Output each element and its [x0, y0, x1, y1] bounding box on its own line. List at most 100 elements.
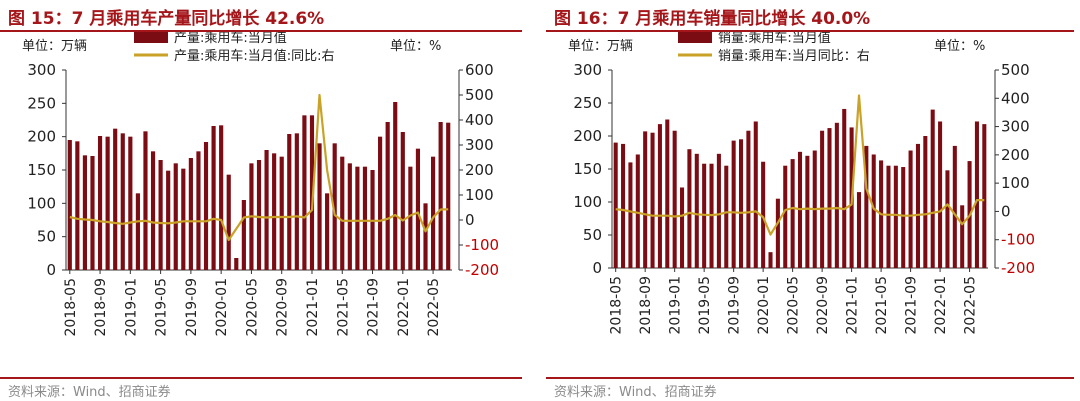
bar: [783, 165, 788, 268]
figure-15-bottom-rule: [0, 377, 522, 379]
x-tick-label: 2019-01: [668, 276, 684, 335]
bar: [173, 163, 178, 270]
left-unit-label: 单位：万辆: [22, 39, 87, 54]
left-tick-label: 150: [27, 161, 56, 179]
x-tick-label: 2018-05: [609, 276, 625, 335]
x-tick-label: 2020-05: [244, 278, 260, 337]
bar: [768, 252, 773, 268]
figure-15-source: 资料来源：Wind、招商证券: [8, 385, 171, 400]
bar: [317, 143, 322, 270]
figure-15-title-rule: [0, 30, 522, 32]
left-unit-label: 单位：万辆: [568, 39, 633, 54]
left-tick-label: 250: [573, 94, 602, 112]
bar: [264, 150, 269, 270]
legend-bar-label: 产量:乘用车:当月值: [174, 32, 287, 46]
bar: [211, 126, 216, 270]
legend-line-label: 产量:乘用车:当月值:同比:右: [174, 48, 335, 64]
bar: [113, 128, 118, 270]
bar: [196, 151, 201, 270]
bar: [790, 159, 795, 268]
bar: [724, 165, 729, 268]
x-tick-label: 2019-05: [697, 276, 713, 335]
bar: [158, 160, 163, 270]
right-tick-label: 400: [1001, 89, 1030, 107]
left-tick-label: 0: [46, 261, 56, 279]
x-tick-label: 2018-09: [93, 278, 109, 337]
x-tick-label: 2018-09: [638, 276, 654, 335]
x-tick-label: 2020-05: [786, 276, 802, 335]
bar: [635, 154, 640, 268]
x-tick-label: 2021-05: [335, 278, 351, 337]
bar: [952, 145, 957, 268]
x-tick-label: 2021-01: [845, 276, 861, 335]
right-tick-label: 400: [465, 111, 494, 129]
bar: [945, 170, 950, 268]
bar: [241, 200, 246, 270]
bar: [930, 109, 935, 268]
bar: [886, 165, 891, 268]
figure-15-title: 图 15：7 月乘用车产量同比增长 42.6%: [8, 9, 325, 29]
bar: [738, 139, 744, 268]
figure-16-source: 资料来源：Wind、招商证券: [554, 385, 717, 400]
x-tick-label: 2020-01: [756, 276, 772, 335]
bar: [378, 136, 383, 270]
x-tick-label: 2022-01: [933, 276, 949, 335]
legend-bar-swatch: [678, 32, 712, 43]
bar: [340, 156, 345, 270]
left-tick-label: 300: [27, 61, 56, 79]
right-tick-label: -200: [465, 261, 499, 279]
x-tick-label: 2021-09: [904, 276, 920, 335]
bar: [393, 102, 398, 270]
bar: [864, 145, 869, 268]
bar: [75, 141, 80, 270]
bar: [325, 193, 330, 270]
bar: [347, 163, 352, 270]
x-tick-label: 2022-01: [396, 278, 412, 337]
x-tick-label: 2021-01: [305, 278, 321, 337]
x-tick-label: 2019-09: [184, 278, 200, 337]
right-tick-label: -100: [1001, 231, 1035, 249]
bar: [385, 122, 390, 270]
bar: [423, 203, 428, 270]
left-tick-label: 50: [37, 228, 56, 246]
bar: [128, 136, 133, 270]
bar: [135, 193, 140, 270]
bar: [753, 121, 758, 268]
bar: [120, 133, 125, 270]
right-tick-label: -100: [465, 236, 499, 254]
bar: [415, 148, 421, 270]
bar: [67, 140, 72, 270]
bar: [938, 121, 943, 268]
bar: [856, 192, 862, 268]
bar: [761, 161, 766, 268]
bar: [82, 155, 88, 270]
bar: [219, 125, 224, 270]
right-tick-label: 200: [465, 161, 494, 179]
bar: [680, 187, 685, 268]
left-tick-label: 100: [27, 194, 56, 212]
bar: [834, 122, 839, 268]
x-tick-label: 2019-09: [727, 276, 743, 335]
bar: [203, 142, 209, 270]
bar: [908, 150, 913, 268]
x-tick-label: 2021-09: [366, 278, 382, 337]
left-tick-label: 300: [573, 61, 602, 79]
bar: [272, 153, 277, 270]
bar: [820, 130, 825, 268]
right-tick-label: 100: [1001, 174, 1030, 192]
bar: [621, 143, 626, 268]
bar: [923, 136, 928, 268]
right-tick-label: 300: [465, 136, 494, 154]
figure-15-panel: 图 15：7 月乘用车产量同比增长 42.6% 单位：万辆 单位：% 产量:乘用车:…: [0, 0, 530, 401]
bar: [716, 153, 721, 268]
legend-bar-label: 销量:乘用车:当月值: [718, 32, 831, 46]
right-unit-label: 单位：%: [390, 39, 441, 54]
bar: [672, 130, 677, 268]
bar: [309, 115, 315, 270]
bar: [105, 136, 110, 270]
right-tick-label: -200: [1001, 259, 1035, 277]
right-tick-label: 100: [465, 186, 494, 204]
bar: [687, 149, 692, 268]
